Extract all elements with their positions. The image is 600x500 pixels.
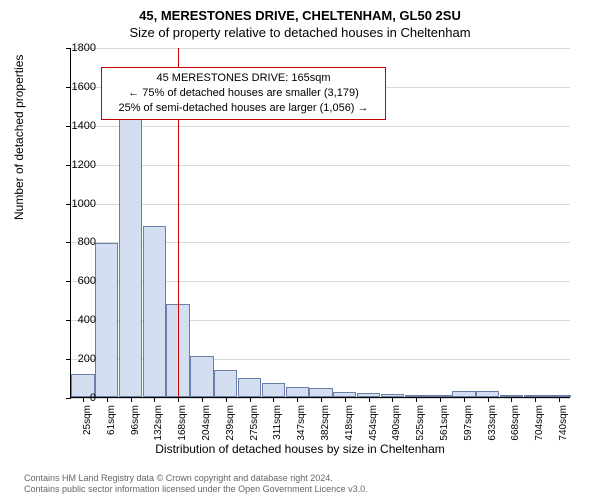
xtick-label: 490sqm (391, 405, 402, 455)
chart-container: 45, MERESTONES DRIVE, CHELTENHAM, GL50 2… (0, 0, 600, 500)
xtick-label: 25sqm (82, 405, 93, 455)
gridline (71, 126, 570, 127)
xtick-label: 668sqm (510, 405, 521, 455)
xtick-label: 704sqm (534, 405, 545, 455)
annotation-box: 45 MERESTONES DRIVE: 165sqm← 75% of deta… (101, 67, 386, 120)
xtick-label: 311sqm (272, 405, 283, 455)
ytick-label: 1800 (36, 42, 96, 54)
xtick-label: 275sqm (249, 405, 260, 455)
histogram-bar (214, 370, 237, 397)
xtick-mark (369, 397, 370, 402)
ytick-label: 800 (36, 236, 96, 248)
annotation-line3: 25% of semi-detached houses are larger (… (108, 101, 379, 116)
xtick-label: 61sqm (106, 405, 117, 455)
y-axis-label: Number of detached properties (12, 55, 26, 220)
xtick-mark (440, 397, 441, 402)
footer-line-1: Contains HM Land Registry data © Crown c… (24, 473, 368, 485)
xtick-label: 454sqm (368, 405, 379, 455)
xtick-mark (297, 397, 298, 402)
xtick-label: 382sqm (320, 405, 331, 455)
xtick-mark (464, 397, 465, 402)
xtick-mark (202, 397, 203, 402)
xtick-label: 597sqm (463, 405, 474, 455)
chart-title-address: 45, MERESTONES DRIVE, CHELTENHAM, GL50 2… (0, 0, 600, 23)
xtick-label: 239sqm (225, 405, 236, 455)
xtick-label: 561sqm (439, 405, 450, 455)
gridline (71, 48, 570, 49)
xtick-mark (392, 397, 393, 402)
xtick-label: 204sqm (201, 405, 212, 455)
attribution-footer: Contains HM Land Registry data © Crown c… (24, 473, 368, 496)
xtick-mark (488, 397, 489, 402)
xtick-mark (131, 397, 132, 402)
xtick-mark (345, 397, 346, 402)
histogram-bar (286, 387, 309, 397)
xtick-mark (416, 397, 417, 402)
xtick-label: 740sqm (558, 405, 569, 455)
xtick-mark (226, 397, 227, 402)
ytick-label: 1000 (36, 198, 96, 210)
gridline (71, 165, 570, 166)
histogram-bar (95, 243, 118, 397)
xtick-mark (178, 397, 179, 402)
xtick-label: 633sqm (487, 405, 498, 455)
xtick-mark (511, 397, 512, 402)
xtick-mark (273, 397, 274, 402)
histogram-bar (190, 356, 213, 397)
histogram-bar (119, 111, 142, 397)
gridline (71, 204, 570, 205)
xtick-label: 418sqm (344, 405, 355, 455)
chart-subtitle: Size of property relative to detached ho… (0, 23, 600, 44)
annotation-line1: 45 MERESTONES DRIVE: 165sqm (108, 71, 379, 86)
xtick-mark (154, 397, 155, 402)
ytick-label: 600 (36, 275, 96, 287)
xtick-mark (250, 397, 251, 402)
ytick-label: 0 (36, 392, 96, 404)
xtick-label: 96sqm (130, 405, 141, 455)
histogram-bar (309, 388, 332, 397)
ytick-label: 1200 (36, 159, 96, 171)
ytick-label: 200 (36, 353, 96, 365)
histogram-bar (262, 383, 285, 397)
histogram-bar (143, 226, 166, 397)
xtick-mark (535, 397, 536, 402)
histogram-bar (238, 378, 261, 397)
footer-line-2: Contains public sector information licen… (24, 484, 368, 496)
xtick-mark (107, 397, 108, 402)
xtick-label: 347sqm (296, 405, 307, 455)
ytick-label: 1400 (36, 120, 96, 132)
xtick-label: 168sqm (177, 405, 188, 455)
ytick-label: 400 (36, 314, 96, 326)
xtick-label: 132sqm (153, 405, 164, 455)
xtick-mark (321, 397, 322, 402)
ytick-label: 1600 (36, 81, 96, 93)
annotation-line2: ← 75% of detached houses are smaller (3,… (108, 86, 379, 101)
xtick-mark (559, 397, 560, 402)
xtick-label: 525sqm (415, 405, 426, 455)
plot-area: 45 MERESTONES DRIVE: 165sqm← 75% of deta… (70, 48, 570, 398)
